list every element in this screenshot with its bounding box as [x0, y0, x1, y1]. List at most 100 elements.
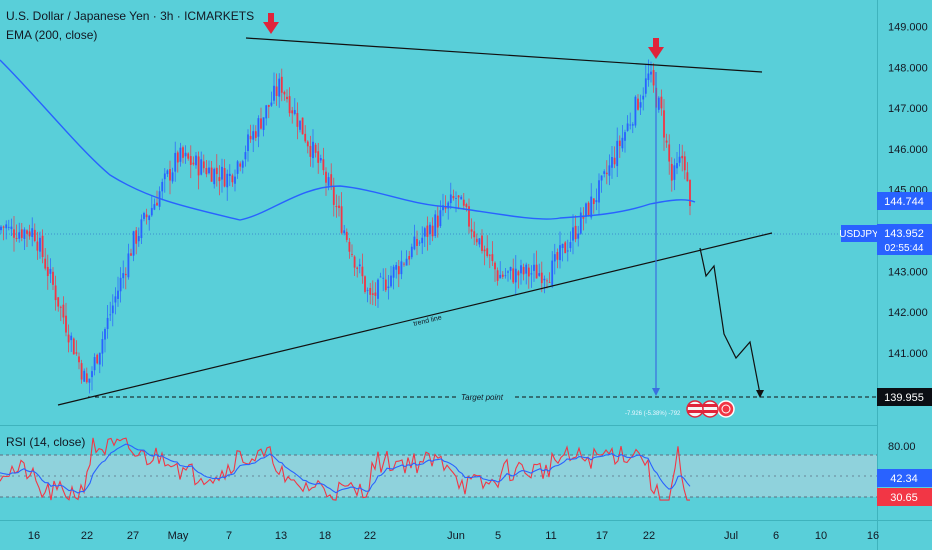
candle-body: [551, 260, 554, 286]
candle-body: [33, 229, 36, 242]
candle-body: [468, 206, 470, 227]
candle-body: [683, 156, 686, 171]
candle-body: [405, 258, 408, 266]
target-label-bg: [456, 391, 512, 402]
candle-body: [215, 167, 218, 175]
candle-body: [670, 163, 673, 181]
candle-body: [564, 242, 567, 254]
candle-body: [2, 226, 5, 228]
ema-badge: 144.744: [877, 192, 932, 210]
symbol-title: U.S. Dollar / Japanese Yen · 3h · ICMARK…: [6, 9, 254, 23]
rsi-value-badge: 42.34: [877, 469, 932, 487]
candle-body: [317, 151, 320, 163]
candle-body: [106, 317, 109, 330]
support-trend-line[interactable]: [57, 232, 773, 406]
candle-body: [444, 207, 447, 209]
candle-body: [210, 167, 213, 182]
time-tick: 6: [773, 530, 779, 542]
time-tick: 16: [28, 530, 40, 542]
candle-body: [379, 276, 382, 278]
candle-body: [395, 264, 398, 270]
candle-body: [507, 271, 509, 273]
candle-body: [631, 124, 634, 126]
candle-body: [171, 172, 174, 182]
time-tick: 13: [275, 530, 287, 542]
candle-body: [119, 277, 122, 292]
candle-body: [663, 110, 665, 138]
price-tick: 141.000: [888, 348, 928, 360]
time-tick: Jun: [447, 530, 465, 542]
candle-body: [509, 266, 512, 271]
candle-body: [582, 215, 585, 219]
candle-body: [369, 287, 372, 295]
candle-body: [26, 230, 28, 234]
ema-indicator-label[interactable]: EMA (200, close): [6, 28, 97, 42]
candle-body: [439, 210, 442, 227]
candle-body: [273, 85, 275, 101]
candle-body: [228, 173, 231, 176]
candle-body: [221, 166, 223, 180]
candle-body: [236, 161, 239, 174]
candle-body: [72, 338, 75, 355]
rsi-ma-badge: 30.65: [877, 488, 932, 506]
candle-body: [283, 91, 286, 95]
candle-body: [644, 78, 647, 94]
economic-events-icon[interactable]: [686, 400, 735, 418]
candle-body: [488, 254, 491, 256]
candle-body: [195, 155, 197, 166]
resistance-line[interactable]: [245, 37, 763, 73]
candle-body: [13, 229, 15, 238]
candle-body: [629, 124, 632, 126]
candle-body: [668, 144, 671, 162]
candle-body: [265, 105, 268, 119]
time-tick: Jul: [724, 530, 738, 542]
candle-body: [5, 224, 8, 229]
candle-body: [447, 202, 450, 209]
candle-body: [618, 140, 621, 147]
candle-body: [132, 231, 135, 256]
candle-body: [124, 273, 127, 276]
candle-body: [332, 185, 335, 205]
candle-body: [481, 235, 483, 251]
candle-body: [387, 286, 390, 289]
candle-body: [400, 261, 403, 275]
candle-body: [418, 242, 421, 244]
candle-body: [291, 110, 294, 114]
time-axis[interactable]: 16 22 27 May 7 13 18 22 Jun 5 11 17 22 Jul 6 10 16: [28, 530, 879, 542]
candle-body: [280, 76, 283, 93]
price-tick: 143.000: [888, 266, 928, 278]
candle-body: [457, 195, 460, 198]
candle-body: [494, 262, 496, 270]
candle-body: [465, 204, 468, 207]
candle-body: [613, 157, 616, 165]
candle-body: [665, 140, 668, 143]
time-tick: 10: [815, 530, 827, 542]
candle-body: [28, 231, 31, 237]
time-tick: May: [168, 530, 189, 542]
candle-body: [231, 175, 234, 183]
candle-body: [7, 226, 10, 228]
candle-body: [260, 118, 262, 129]
candle-body: [592, 198, 595, 204]
candle-body: [304, 133, 307, 142]
price-axis[interactable]: 149.000148.000147.000146.000145.000143.0…: [888, 22, 928, 360]
candle-body: [392, 266, 395, 278]
candle-body: [208, 167, 210, 174]
candle-body: [540, 272, 543, 284]
candle-body: [130, 253, 132, 256]
candle-body: [390, 275, 392, 287]
candle-body: [184, 152, 187, 157]
candle-body: [345, 231, 348, 240]
candle-body: [595, 200, 598, 203]
candle-body: [137, 236, 140, 242]
candle-body: [351, 254, 353, 255]
time-tick: 5: [495, 530, 501, 542]
candle-body: [530, 273, 533, 275]
candle-body: [561, 243, 564, 249]
rsi-title[interactable]: RSI (14, close): [6, 435, 85, 449]
candle-body: [288, 96, 291, 114]
candle-body: [340, 206, 343, 233]
candle-body: [148, 215, 151, 221]
candle-body: [15, 238, 18, 240]
